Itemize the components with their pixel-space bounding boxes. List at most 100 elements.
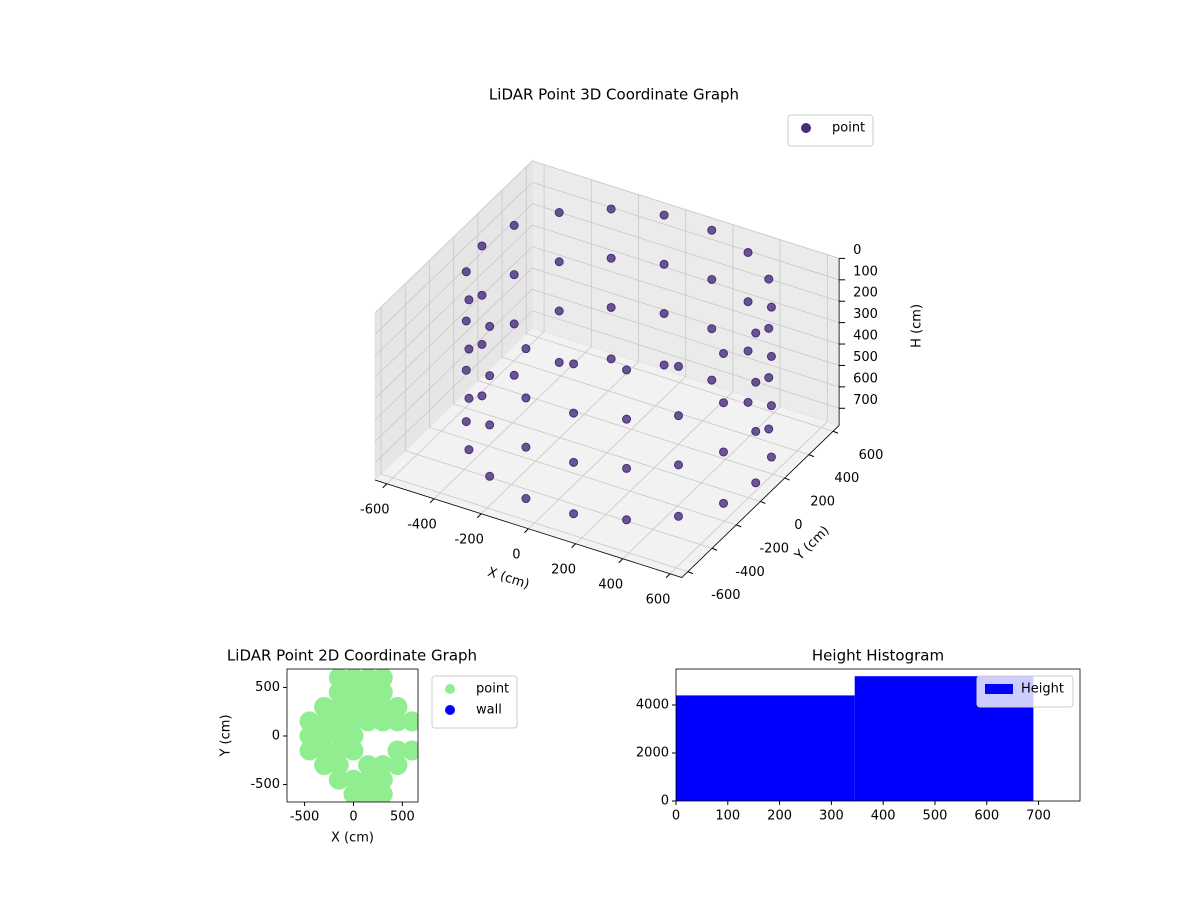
data-point <box>328 769 349 790</box>
tick-mark <box>784 477 790 481</box>
grid-line <box>669 254 828 575</box>
grid-line <box>404 283 713 549</box>
z-tick-label: 0 <box>853 243 861 258</box>
z-tick-label: 600 <box>853 371 878 386</box>
data-point <box>719 398 729 408</box>
z-axis-label: H (cm) <box>910 304 925 348</box>
y-tick-label: 200 <box>810 495 835 510</box>
data-point <box>358 769 379 790</box>
data-point <box>659 360 669 370</box>
data-point <box>622 414 632 424</box>
grid-line <box>386 164 545 485</box>
tick-mark <box>832 430 839 434</box>
data-point <box>606 204 616 214</box>
data-point <box>622 515 632 525</box>
tick-mark <box>808 454 815 458</box>
data-point <box>372 769 393 790</box>
data-point <box>464 445 474 455</box>
x-tick-label: 200 <box>551 562 576 577</box>
data-point <box>743 397 753 407</box>
y-tick-label: 4000 <box>636 698 669 713</box>
tick-mark <box>618 558 624 564</box>
legend-box <box>787 114 874 147</box>
data-point <box>343 769 364 790</box>
data-point <box>328 696 349 717</box>
data-point <box>461 316 471 326</box>
tick-mark <box>476 513 482 519</box>
data-point <box>674 511 684 521</box>
data-point <box>674 361 684 371</box>
z-tick-label: 100 <box>853 264 878 279</box>
data-point <box>509 220 519 230</box>
tick-mark <box>736 524 742 528</box>
x-tick-label: 0 <box>349 810 357 825</box>
data-point <box>485 321 495 331</box>
data-point <box>509 319 519 329</box>
data-point <box>343 711 364 732</box>
data-point <box>343 669 364 688</box>
data-point <box>461 267 471 277</box>
data-point <box>358 682 379 703</box>
data-point <box>743 247 753 257</box>
y-tick-label: -600 <box>711 588 741 603</box>
data-point <box>674 411 684 421</box>
data-point <box>328 682 349 703</box>
y-tick-label: 600 <box>859 448 884 463</box>
data-point <box>299 711 320 732</box>
grid-line <box>380 307 688 573</box>
data-point <box>464 344 474 354</box>
data-point <box>343 682 364 703</box>
data-point <box>719 498 729 508</box>
plot-area <box>299 669 418 802</box>
y-axis-label: Y (cm) <box>219 714 234 757</box>
data-point <box>707 375 717 385</box>
data-point <box>659 309 669 319</box>
grid-line <box>429 260 737 526</box>
data-point <box>372 755 393 776</box>
x-tick-label: -600 <box>360 502 390 517</box>
grid-line <box>477 213 785 479</box>
data-point <box>372 696 393 717</box>
tick-mark <box>665 573 671 579</box>
tick-mark <box>429 498 435 504</box>
data-point <box>372 669 393 688</box>
z-tick-label: 300 <box>853 307 878 322</box>
legend-label: point <box>476 682 509 697</box>
data-point <box>766 452 776 462</box>
z-tick-label: 700 <box>853 393 878 408</box>
y-tick-label: -400 <box>735 565 765 580</box>
chart-title: Height Histogram <box>812 647 944 665</box>
tick-mark <box>524 528 529 534</box>
grid-line <box>480 194 639 515</box>
x-tick-label: 500 <box>923 809 948 824</box>
legend-swatch <box>985 684 1013 694</box>
data-point <box>569 457 579 467</box>
y-tick-label: -200 <box>759 541 789 556</box>
data-point <box>622 365 632 375</box>
x-tick-label: 400 <box>598 577 623 592</box>
x-tick-label: 600 <box>646 592 671 607</box>
grid-line <box>374 288 840 442</box>
x-tick-label: 500 <box>390 810 415 825</box>
x-tick-label: -500 <box>290 810 320 825</box>
data-point <box>659 210 669 220</box>
x-tick-label: 100 <box>715 809 740 824</box>
x-tick-label: 200 <box>767 809 792 824</box>
y-tick-label: 2000 <box>636 746 669 761</box>
data-point <box>358 696 379 717</box>
tick-mark <box>382 483 388 489</box>
data-point <box>358 711 379 732</box>
y-tick-label: 0 <box>272 728 280 743</box>
axes-frame <box>675 668 1081 802</box>
data-point <box>764 274 774 284</box>
data-point <box>299 740 320 761</box>
data-point <box>743 346 753 356</box>
data-point <box>659 259 669 269</box>
data-point <box>477 339 487 349</box>
data-point <box>606 302 616 312</box>
data-point <box>521 393 531 403</box>
x-tick-label: 400 <box>871 809 896 824</box>
data-point <box>764 323 774 333</box>
data-point <box>461 417 471 427</box>
